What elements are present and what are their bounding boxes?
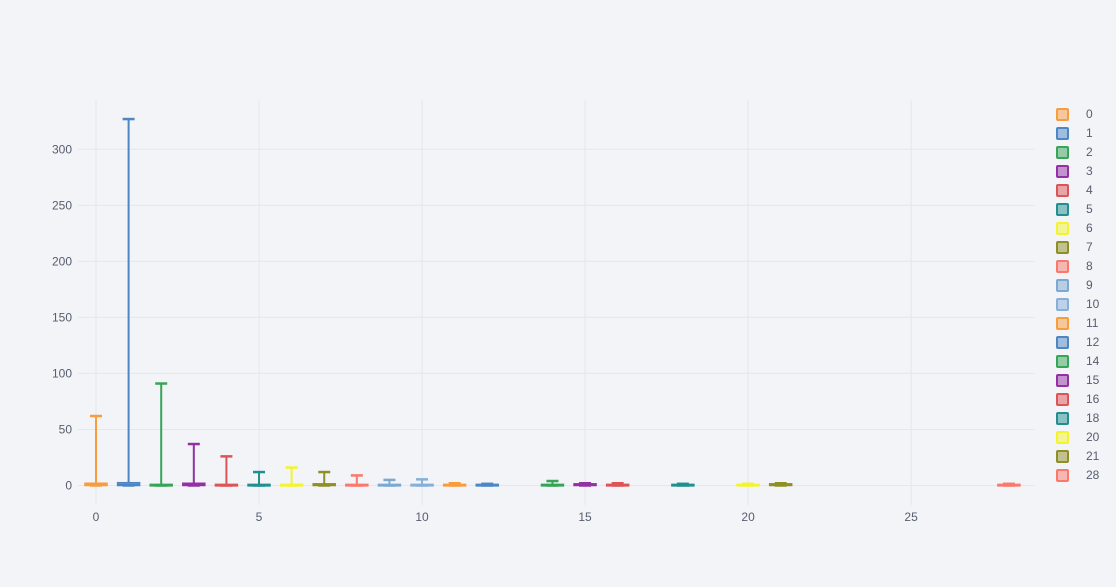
legend-item-18[interactable]: 18 — [1050, 409, 1099, 428]
legend-item-8[interactable]: 8 — [1050, 257, 1099, 276]
x-tick-label: 10 — [415, 510, 429, 524]
legend-item-14[interactable]: 14 — [1050, 352, 1099, 371]
legend-swatch-icon — [1056, 431, 1069, 444]
legend-label: 11 — [1086, 316, 1099, 330]
legend-swatch-icon — [1056, 165, 1069, 178]
x-tick-label: 20 — [741, 510, 755, 524]
legend-label: 5 — [1086, 202, 1093, 216]
box-trace-12[interactable] — [475, 482, 499, 487]
legend-swatch-icon — [1056, 317, 1069, 330]
x-tick-label: 25 — [904, 510, 918, 524]
legend-item-16[interactable]: 16 — [1050, 390, 1099, 409]
legend-swatch-icon — [1056, 260, 1069, 273]
legend-item-0[interactable]: 0 — [1050, 105, 1099, 124]
legend-item-7[interactable]: 7 — [1050, 238, 1099, 257]
x-tick-label: 0 — [93, 510, 100, 524]
box-trace-16[interactable] — [605, 482, 630, 487]
legend-swatch-icon — [1056, 146, 1069, 159]
legend-swatch-icon — [1056, 241, 1069, 254]
y-tick-label: 100 — [52, 366, 72, 380]
legend-item-10[interactable]: 10 — [1050, 295, 1099, 314]
legend-item-2[interactable]: 2 — [1050, 143, 1099, 162]
box-trace-28[interactable] — [997, 482, 1021, 487]
legend-swatch-icon — [1056, 393, 1069, 406]
box-trace-20[interactable] — [736, 482, 760, 487]
legend-label: 14 — [1086, 354, 1100, 368]
y-tick-label: 50 — [59, 422, 73, 436]
y-tick-label: 200 — [52, 254, 72, 268]
gridlines — [78, 100, 1035, 505]
legend-label: 12 — [1086, 335, 1100, 349]
legend-label: 8 — [1086, 259, 1093, 273]
legend-swatch-icon — [1056, 355, 1069, 368]
legend-swatch-icon — [1056, 374, 1069, 387]
legend-label: 20 — [1086, 430, 1100, 444]
legend-swatch-icon — [1056, 222, 1069, 235]
box-trace-7[interactable] — [312, 470, 336, 487]
box-trace-2[interactable] — [149, 382, 173, 487]
box-trace-0[interactable] — [84, 414, 108, 487]
box-trace-14[interactable] — [540, 479, 565, 487]
legend-label: 7 — [1086, 240, 1093, 254]
box-trace-10[interactable] — [410, 478, 434, 487]
legend-label: 0 — [1086, 107, 1093, 121]
box-trace-3[interactable] — [182, 442, 206, 487]
legend-item-9[interactable]: 9 — [1050, 276, 1099, 295]
box-trace-5[interactable] — [247, 470, 271, 487]
legend-item-1[interactable]: 1 — [1050, 124, 1099, 143]
y-tick-label: 150 — [52, 310, 72, 324]
legend-label: 16 — [1086, 392, 1100, 406]
legend-label: 21 — [1086, 449, 1100, 463]
legend-swatch-icon — [1056, 127, 1069, 140]
x-tick-label: 15 — [578, 510, 592, 524]
legend-swatch-icon — [1056, 298, 1069, 311]
box-trace-6[interactable] — [279, 466, 304, 487]
y-tick-label: 250 — [52, 198, 72, 212]
legend-item-12[interactable]: 12 — [1050, 333, 1099, 352]
legend-label: 10 — [1086, 297, 1100, 311]
box-trace-9[interactable] — [377, 478, 402, 487]
box-trace-11[interactable] — [442, 482, 467, 487]
legend-item-15[interactable]: 15 — [1050, 371, 1099, 390]
box-trace-4[interactable] — [214, 455, 239, 487]
legend-item-21[interactable]: 21 — [1050, 447, 1099, 466]
box-trace-21[interactable] — [768, 482, 793, 487]
legend-label: 15 — [1086, 373, 1100, 387]
x-tick-label: 5 — [256, 510, 263, 524]
legend-swatch-icon — [1056, 108, 1069, 121]
legend-item-6[interactable]: 6 — [1050, 219, 1099, 238]
legend-swatch-icon — [1056, 203, 1069, 216]
legend-item-28[interactable]: 28 — [1050, 466, 1099, 485]
legend-swatch-icon — [1056, 469, 1069, 482]
y-tick-label: 0 — [65, 479, 72, 493]
legend-swatch-icon — [1056, 412, 1069, 425]
legend-item-20[interactable]: 20 — [1050, 428, 1099, 447]
y-tick-label: 300 — [52, 142, 72, 156]
box-trace-1[interactable] — [116, 117, 141, 487]
legend-label: 18 — [1086, 411, 1100, 425]
box-trace-18[interactable] — [671, 482, 695, 487]
legend-label: 1 — [1086, 126, 1093, 140]
legend-item-11[interactable]: 11 — [1050, 314, 1099, 333]
legend-label: 4 — [1086, 183, 1093, 197]
box-trace-15[interactable] — [573, 482, 597, 487]
legend-label: 9 — [1086, 278, 1093, 292]
legend: 0 1 2 3 4 5 6 7 8 9 10 11 12 14 15 16 18 20 21 28 — [1050, 105, 1099, 485]
legend-label: 28 — [1086, 468, 1100, 482]
legend-swatch-icon — [1056, 184, 1069, 197]
legend-item-4[interactable]: 4 — [1050, 181, 1099, 200]
legend-swatch-icon — [1056, 279, 1069, 292]
legend-label: 3 — [1086, 164, 1093, 178]
box-trace-8[interactable] — [345, 474, 369, 487]
legend-item-5[interactable]: 5 — [1050, 200, 1099, 219]
legend-label: 6 — [1086, 221, 1093, 235]
legend-swatch-icon — [1056, 336, 1069, 349]
legend-item-3[interactable]: 3 — [1050, 162, 1099, 181]
legend-label: 2 — [1086, 145, 1093, 159]
legend-swatch-icon — [1056, 450, 1069, 463]
